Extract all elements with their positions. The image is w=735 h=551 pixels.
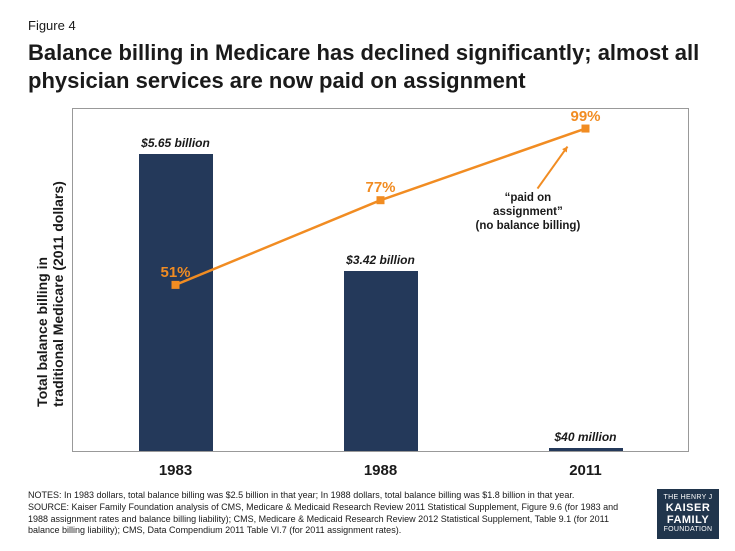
footer-notes: NOTES: In 1983 dollars, total balance bi… [28,490,707,537]
y-axis-label-text: Total balance billing intraditional Medi… [34,181,66,407]
figure-number: Figure 4 [28,18,707,33]
source-text: SOURCE: Kaiser Family Foundation analysi… [28,502,627,537]
x-axis-labels: 198319882011 [73,458,688,479]
line-point-label: 99% [570,108,600,125]
logo-line2: KAISER [657,502,719,514]
logo-line3: FAMILY [657,514,719,526]
bar-slot: $3.42 billion [278,109,483,451]
logo-line1: THE HENRY J [657,494,719,502]
plot-area: $5.65 billion$3.42 billion$40 million 19… [72,108,689,452]
chart-title: Balance billing in Medicare has declined… [28,39,707,94]
kaiser-logo: THE HENRY J KAISER FAMILY FOUNDATION [657,489,719,539]
bar-value-label: $5.65 billion [141,136,210,150]
x-axis-label: 2011 [483,458,688,479]
notes-text: NOTES: In 1983 dollars, total balance bi… [28,490,627,502]
bar-value-label: $3.42 billion [346,253,415,267]
bar-slot: $40 million [483,109,688,451]
line-point-label: 77% [365,179,395,196]
bar: $5.65 billion [139,154,213,451]
line-annotation: “paid onassignment”(no balance billing) [476,191,581,234]
line-point-label: 51% [160,264,190,281]
bar: $40 million [549,448,623,451]
logo-line4: FOUNDATION [657,526,719,534]
x-axis-label: 1988 [278,458,483,479]
y-axis-label: Total balance billing intraditional Medi… [28,108,72,480]
x-axis-label: 1983 [73,458,278,479]
bar: $3.42 billion [344,271,418,451]
bar-value-label: $40 million [554,430,616,444]
chart-area: Total balance billing intraditional Medi… [28,108,707,480]
